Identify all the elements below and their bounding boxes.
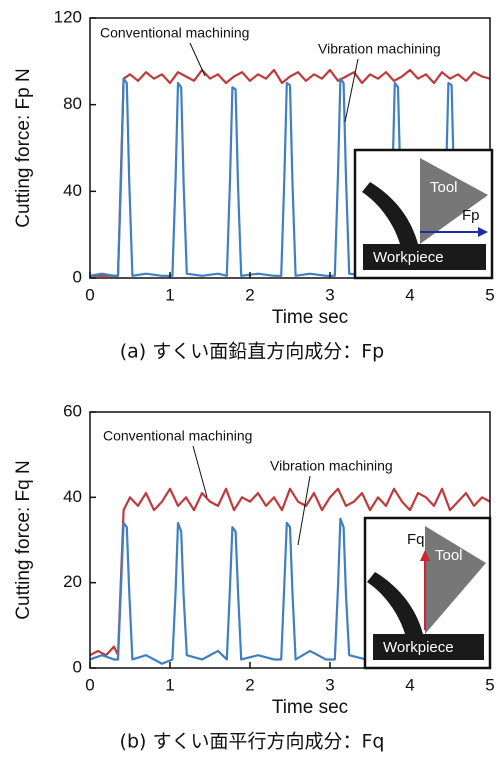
x-tick-label: 0 [85, 675, 94, 694]
workpiece [363, 244, 486, 270]
y-tick-label: 40 [63, 181, 82, 200]
series-annotation: Conventional machining [103, 428, 252, 444]
y-tick-label: 0 [73, 657, 82, 676]
workpiece-label: Workpiece [373, 249, 444, 266]
leader-line [189, 42, 206, 77]
y-tick-label: 0 [73, 267, 82, 286]
y-tick-label: 120 [54, 7, 82, 26]
x-tick-label: 1 [165, 675, 174, 694]
annotation-bg [98, 25, 258, 43]
workpiece-label: Workpiece [383, 639, 454, 656]
force-label: Fq [407, 531, 425, 548]
x-tick-label: 4 [405, 285, 414, 304]
y-tick-label: 20 [63, 572, 82, 591]
series-annotation: Vibration machining [270, 458, 393, 474]
tool-label: Tool [435, 547, 463, 564]
data-line [90, 68, 491, 277]
leader-line [344, 58, 359, 123]
tool [420, 158, 488, 244]
x-tick-label: 4 [405, 675, 414, 694]
force-arrow-head [478, 227, 488, 237]
x-axis-label: Time sec [272, 307, 348, 328]
series-annotation: Conventional machining [100, 25, 249, 41]
force-label: Fp [462, 207, 480, 224]
annotation-bg [316, 41, 438, 59]
y-axis-label: Cutting force: Fq N [13, 460, 34, 619]
plot-frame [89, 17, 491, 279]
y-axis-label: Cutting force: Fp N [13, 68, 34, 227]
x-tick-label: 3 [325, 285, 334, 304]
y-tick-label: 40 [63, 487, 82, 506]
data-line [89, 487, 491, 657]
x-tick-label: 2 [245, 285, 254, 304]
chip [367, 572, 423, 634]
x-axis-label: Time sec [272, 697, 348, 718]
caption: (b) すくい面平行方向成分：Fq [120, 731, 385, 753]
y-tick-label: 60 [63, 401, 82, 420]
workpiece [373, 634, 484, 660]
x-tick-label: 0 [85, 285, 94, 304]
force-arrow-head [420, 550, 430, 561]
series-annotation: Vibration machining [318, 41, 441, 57]
x-tick-label: 2 [245, 675, 254, 694]
x-tick-label: 5 [485, 285, 494, 304]
leader-line [192, 445, 208, 498]
x-tick-label: 3 [325, 675, 334, 694]
annotation-bg [101, 428, 261, 446]
leader-line [297, 475, 311, 546]
tool-label: Tool [430, 179, 458, 196]
annotation-bg [268, 458, 390, 476]
x-tick-label: 1 [165, 285, 174, 304]
tool [425, 526, 486, 634]
y-tick-label: 80 [63, 94, 82, 113]
chip [362, 182, 418, 244]
x-tick-label: 5 [485, 675, 494, 694]
caption: (a) すくい面鉛直方向成分：Fp [120, 341, 385, 363]
